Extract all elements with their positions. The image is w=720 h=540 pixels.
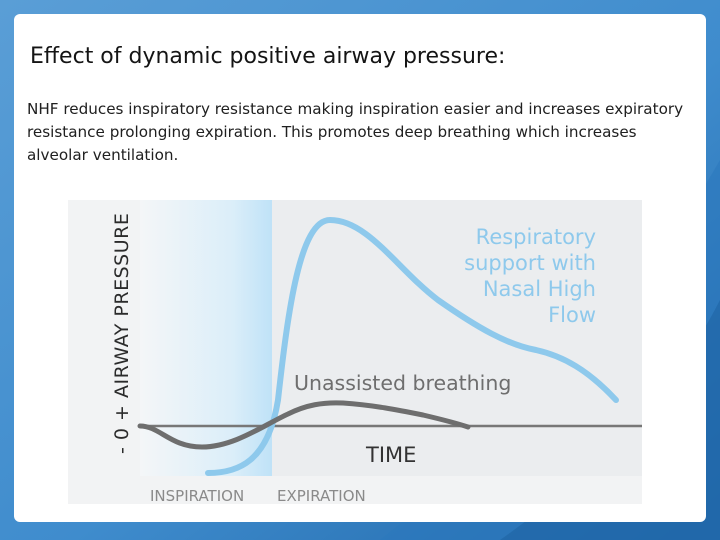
- slide-title: Effect of dynamic positive airway pressu…: [30, 44, 506, 69]
- expiration-band: [272, 200, 642, 476]
- inspiration-band: [140, 200, 272, 476]
- slide-body-text: NHF reduces inspiratory resistance makin…: [27, 100, 684, 164]
- support-curve: [205, 216, 619, 476]
- y-axis-label: - 0 + AIRWAY PRESSURE: [111, 213, 133, 454]
- inspiration-label: INSPIRATION: [150, 487, 244, 504]
- pressure-diagram: - 0 + AIRWAY PRESSURE Respiratory suppor…: [68, 200, 642, 504]
- unassisted-label: Unassisted breathing: [294, 371, 511, 395]
- time-label: TIME: [365, 443, 416, 467]
- support-label-line-3: Nasal High: [483, 277, 596, 301]
- support-label-line-4: Flow: [548, 303, 596, 327]
- expiration-label: EXPIRATION: [277, 487, 366, 504]
- unassisted-curve: [137, 400, 471, 450]
- support-label-line-2: support with: [464, 251, 596, 275]
- support-label-line-1: Respiratory: [476, 225, 596, 249]
